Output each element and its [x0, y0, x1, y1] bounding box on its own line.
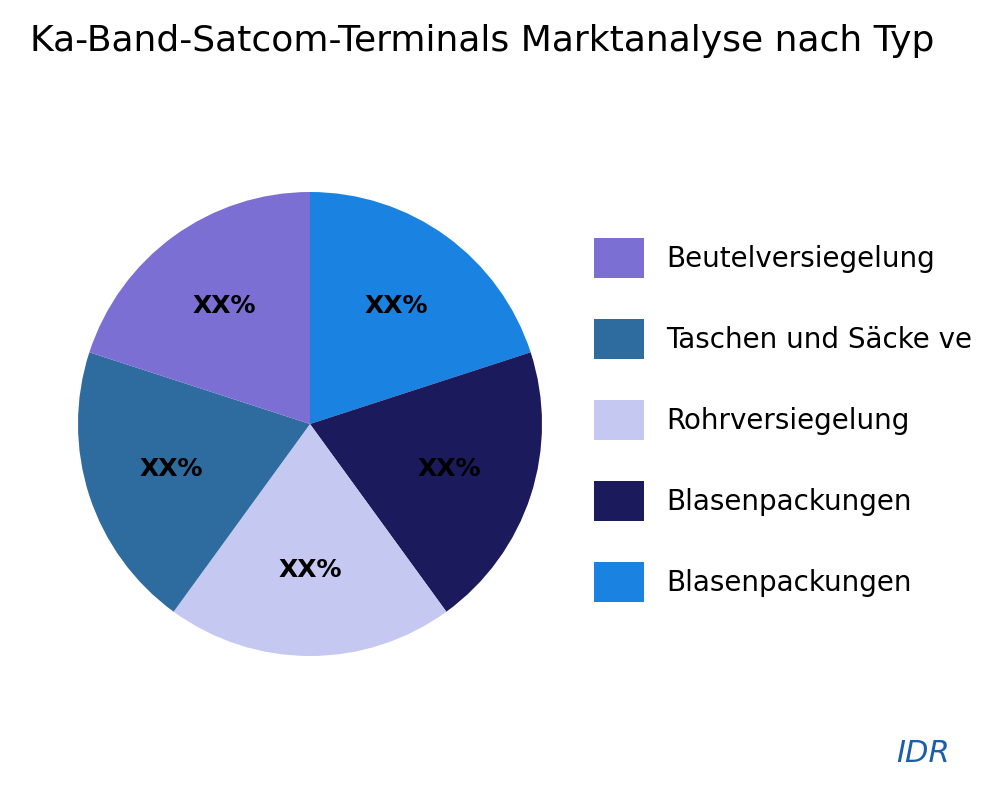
Text: XX%: XX%	[417, 457, 481, 481]
Text: XX%: XX%	[278, 558, 342, 582]
Text: XX%: XX%	[192, 294, 256, 318]
Text: XX%: XX%	[139, 457, 203, 481]
Wedge shape	[89, 192, 310, 424]
Text: Ka-Band-Satcom-Terminals Marktanalyse nach Typ: Ka-Band-Satcom-Terminals Marktanalyse na…	[30, 24, 934, 58]
Legend: Beutelversiegelung, Taschen und Säcke ve, Rohrversiegelung, Blasenpackungen, Bla: Beutelversiegelung, Taschen und Säcke ve…	[594, 238, 972, 602]
Text: IDR: IDR	[896, 739, 950, 768]
Wedge shape	[174, 424, 446, 656]
Wedge shape	[310, 192, 531, 424]
Text: XX%: XX%	[364, 294, 428, 318]
Wedge shape	[78, 352, 310, 612]
Wedge shape	[310, 352, 542, 612]
